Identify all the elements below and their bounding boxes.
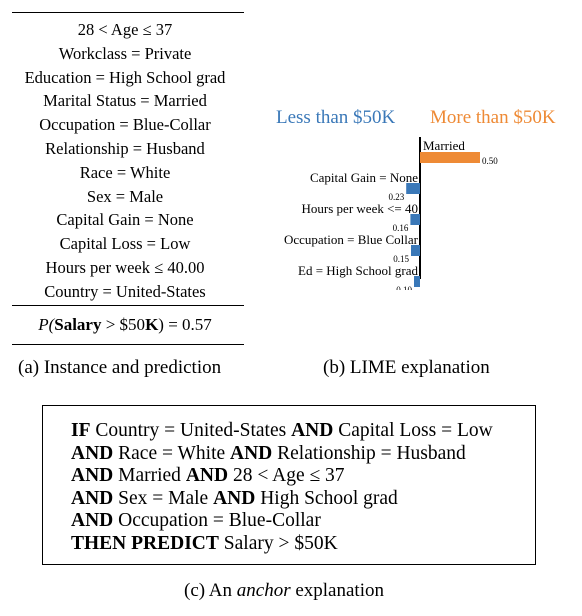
rule-keyword: AND bbox=[291, 420, 334, 441]
instance-feature: Relationship = Husband bbox=[45, 139, 205, 158]
rule-condition: Country = United-States bbox=[90, 420, 292, 441]
rule-condition: Occupation = Blue-Collar bbox=[113, 510, 321, 532]
category-label: Capital Gain = None bbox=[310, 170, 418, 185]
value-label: 0.15 bbox=[393, 254, 409, 264]
rule-condition: Married bbox=[113, 465, 186, 487]
lime-bar-chart: Married 0.50 Capital Gain = None 0.23Hours … bbox=[284, 137, 498, 290]
rule-condition: 28 < Age ≤ 37 bbox=[228, 465, 345, 487]
bottom-rule bbox=[12, 344, 244, 345]
caption-a: (a) Instance and prediction bbox=[18, 357, 222, 378]
rule-condition: Capital Loss = Low bbox=[333, 420, 493, 441]
rule-keyword: IF bbox=[71, 420, 91, 441]
top-rule bbox=[12, 12, 244, 13]
instance-feature: Sex = Male bbox=[86, 186, 164, 206]
rule-keyword: AND bbox=[71, 442, 114, 464]
value-label: 0.16 bbox=[393, 223, 409, 233]
category-label: Occupation = Blue Collar bbox=[284, 232, 419, 247]
rule-keyword: AND bbox=[213, 487, 256, 509]
rule-keyword: AND bbox=[71, 487, 114, 509]
rule-keyword: AND bbox=[230, 442, 273, 464]
anchor-rule-box: IF Country = United-States AND Capital L… bbox=[42, 405, 536, 565]
caption-b: (b) LIME explanation bbox=[323, 357, 490, 378]
legend-less-than: Less than $50K bbox=[276, 107, 395, 129]
bar bbox=[420, 152, 480, 163]
bar bbox=[414, 276, 420, 287]
anchor-rule-line: THEN PREDICT Salary > $50K bbox=[71, 532, 338, 556]
instance-feature: Marital Status = Married bbox=[43, 91, 207, 111]
rule-condition: Race = White bbox=[113, 442, 231, 464]
anchor-rule-line: AND Sex = Male AND High School grad bbox=[71, 487, 398, 511]
anchor-rule-line: AND Occupation = Blue-Collar bbox=[71, 509, 321, 533]
rule-keyword: AND bbox=[71, 510, 114, 532]
bar bbox=[410, 214, 420, 225]
mid-rule bbox=[12, 305, 244, 306]
instance-feature: Workclass = Private bbox=[58, 43, 192, 63]
instance-feature: Race = White bbox=[79, 162, 171, 182]
bar bbox=[411, 245, 420, 256]
legend-more-than-label: More than $50K bbox=[430, 107, 556, 128]
anchor-rule-line: AND Married AND 28 < Age ≤ 37 bbox=[71, 464, 345, 488]
rule-condition: Relationship = Husband bbox=[272, 442, 466, 464]
rule-condition: Salary > $50K bbox=[218, 533, 338, 554]
rule-condition: Sex = Male bbox=[113, 487, 214, 509]
category-label: Ed = High School grad bbox=[298, 263, 418, 278]
instance-feature: Education = High School grad bbox=[24, 67, 226, 87]
rule-keyword: THEN PREDICT bbox=[71, 533, 219, 554]
legend-less-than-label: Less than $50K bbox=[276, 107, 396, 128]
prediction-line: P(Salary > $50K) = 0.57 bbox=[38, 315, 212, 334]
legend-more-than: More than $50K bbox=[430, 107, 556, 129]
instance-feature: Hours per week ≤ 40.00 bbox=[45, 258, 205, 277]
rule-keyword: AND bbox=[185, 465, 229, 487]
instance-feature: 28 < Age ≤ 37 bbox=[77, 20, 173, 39]
anchor-rule-line: AND Race = White AND Relationship = Husb… bbox=[71, 442, 466, 466]
instance-feature: Capital Loss = Low bbox=[59, 234, 191, 254]
rule-keyword: AND bbox=[71, 465, 114, 487]
value-label: 0.50 bbox=[482, 156, 498, 166]
rule-condition: High School grad bbox=[255, 487, 398, 509]
value-label: 0.10 bbox=[396, 285, 412, 290]
anchor-rule-line: IF Country = United-States AND Capital L… bbox=[71, 419, 493, 443]
instance-feature: Country = United-States bbox=[44, 281, 206, 301]
instance-feature: Occupation = Blue-Collar bbox=[39, 115, 211, 135]
caption-c: (c) An anchor explanation bbox=[184, 580, 384, 601]
category-label: Married bbox=[423, 138, 465, 153]
instance-feature: Capital Gain = None bbox=[56, 210, 194, 230]
bar bbox=[406, 183, 420, 194]
value-label: 0.23 bbox=[388, 192, 404, 202]
category-label: Hours per week <= 40 bbox=[302, 201, 418, 216]
